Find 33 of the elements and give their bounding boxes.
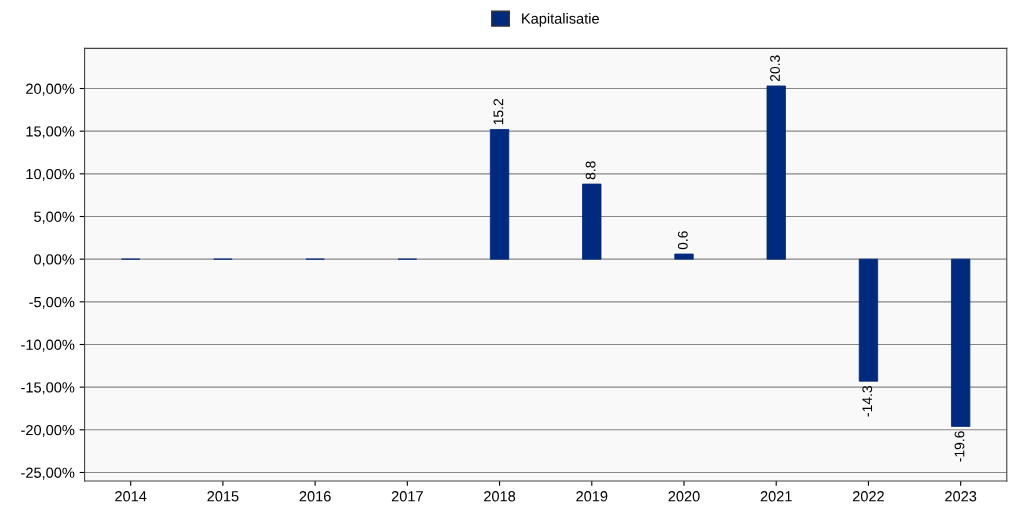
y-tick-label: -5,00% — [29, 296, 75, 309]
bar — [674, 253, 694, 260]
y-tick-label: -15,00% — [21, 382, 75, 395]
y-tick-label: -20,00% — [21, 424, 75, 437]
bar — [858, 258, 879, 382]
bar — [766, 85, 786, 260]
data-label: -14.3 — [862, 385, 873, 417]
x-tick-label: 2017 — [391, 491, 423, 502]
y-tick-label: -10,00% — [21, 339, 75, 352]
bar — [582, 183, 602, 260]
x-tick-label: 2014 — [115, 491, 147, 502]
y-tick-label: -25,00% — [21, 467, 75, 480]
y-tick-label: 5,00% — [34, 211, 75, 224]
x-tick-label: 2016 — [299, 491, 331, 502]
data-label: 15.2 — [493, 98, 504, 125]
bar — [951, 258, 971, 427]
bar — [489, 129, 510, 260]
data-label: 0.6 — [677, 231, 688, 250]
x-tick-label: 2023 — [945, 491, 977, 502]
y-tick-label: 10,00% — [26, 168, 75, 181]
x-tick-label: 2019 — [576, 491, 608, 502]
y-tick-label: 20,00% — [26, 83, 75, 96]
y-tick-label: 15,00% — [26, 126, 75, 139]
y-tick-label: 0,00% — [34, 254, 75, 267]
x-tick-label: 2020 — [668, 491, 700, 502]
x-tick-label: 2018 — [484, 491, 516, 502]
x-tick-label: 2015 — [207, 491, 239, 502]
legend-label: Kapitalisatie — [522, 13, 599, 27]
x-tick-label: 2022 — [852, 491, 884, 502]
data-label: -19.6 — [954, 431, 965, 462]
data-label: 20.3 — [770, 55, 780, 82]
x-tick-label: 2021 — [760, 491, 792, 502]
data-label: 8.8 — [585, 161, 596, 180]
